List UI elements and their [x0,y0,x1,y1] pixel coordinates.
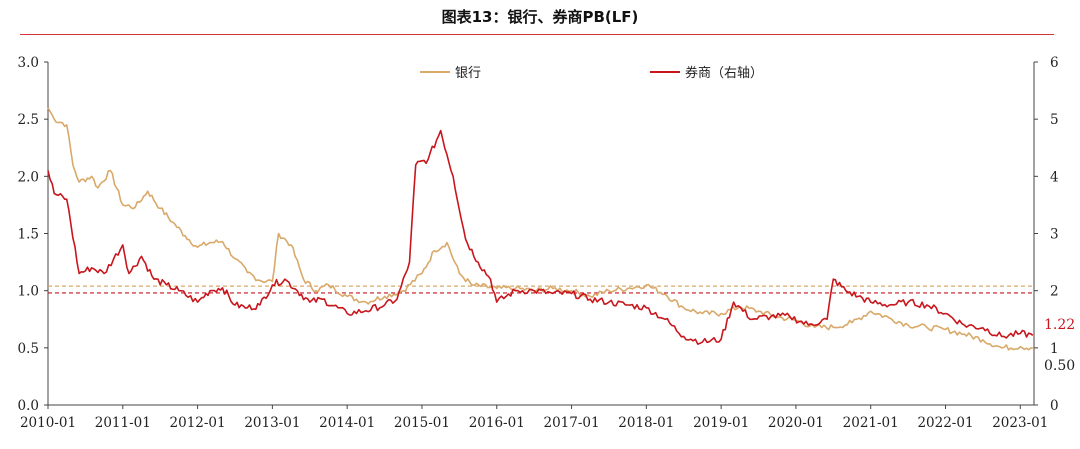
legend-label: 券商（右轴） [685,65,763,81]
x-tick-label: 2016-01 [469,415,525,431]
y-left-tick-label: 1.5 [18,227,39,243]
y-right-tick-label: 1 [1050,341,1059,357]
chart-legend: 银行 券商（右轴） [420,65,763,81]
x-tick-label: 2021-01 [843,415,899,431]
y-right-tick-label: 3 [1050,227,1059,243]
y-left-tick-label: 2.5 [18,112,39,128]
y-right-tick-label: 5 [1050,112,1059,128]
x-tick-label: 2019-01 [693,415,749,431]
y-right-tick-label: 4 [1050,169,1059,185]
y-left-tick-label: 0.0 [18,398,39,414]
chart-title: 图表13：银行、券商PB(LF) [441,8,639,26]
y-left-tick-label: 0.5 [18,341,39,357]
x-tick-label: 2017-01 [543,415,599,431]
y-left-tick-label: 1.0 [18,284,39,300]
x-tick-label: 2022-01 [917,415,973,431]
y-right-tick-label: 2 [1050,284,1059,300]
y-left-tick-label: 2.0 [18,169,39,185]
x-tick-label: 2023-01 [992,415,1048,431]
x-tick-label: 2018-01 [618,415,674,431]
x-tick-label: 2011-01 [95,415,151,431]
x-tick-label: 2014-01 [319,415,375,431]
y-left-tick-label: 3.0 [18,55,39,71]
chart-axes: 0.0 0.5 1.0 1.5 2.0 2.5 3.0 0 1 2 3 4 5 6 2010-01 2011-… [18,55,1059,431]
x-tick-label: 2020-01 [768,415,824,431]
value-annotations: 1.22 0.50 [1044,317,1075,374]
value-annotation: 1.22 [1044,317,1075,333]
y-right-tick-label: 6 [1050,55,1059,71]
series-line-bank [47,107,1033,351]
x-tick-label: 2012-01 [170,415,226,431]
title-divider [20,34,1054,35]
x-tick-label: 2015-01 [394,415,450,431]
series-line-broker [47,129,1034,345]
reference-lines [48,285,1034,294]
value-annotation: 0.50 [1044,358,1075,374]
series-lines [47,107,1034,351]
x-tick-label: 2013-01 [244,415,300,431]
y-right-tick-label: 0 [1050,398,1059,414]
x-tick-label: 2010-01 [20,415,76,431]
legend-label: 银行 [455,66,481,81]
